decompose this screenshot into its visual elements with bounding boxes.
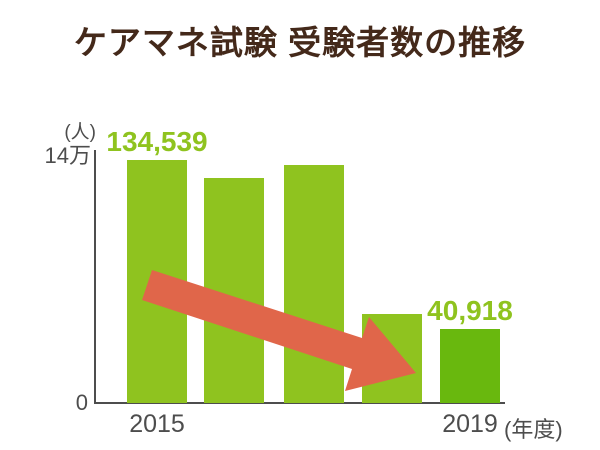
x-tick-2019: 2019 (442, 410, 498, 438)
bar-2017 (284, 165, 344, 403)
value-label-2015: 134,539 (106, 126, 208, 157)
y-axis-top-tick-label: 14万 (44, 143, 91, 168)
bar-2018 (362, 314, 422, 403)
x-axis-unit-label: (年度) (504, 417, 563, 442)
y-axis-unit-label: (人) (64, 122, 96, 143)
bar-2016 (204, 178, 264, 403)
bar-2019 (440, 329, 500, 403)
bar-2015 (127, 160, 187, 403)
chart-title: ケアマネ試験 受験者数の推移 (73, 24, 527, 61)
x-axis-line (94, 402, 505, 404)
y-axis-line (94, 150, 96, 404)
value-label-2019: 40,918 (427, 295, 513, 326)
y-axis-zero-tick-label: 0 (75, 390, 88, 415)
x-tick-2015: 2015 (129, 410, 185, 438)
